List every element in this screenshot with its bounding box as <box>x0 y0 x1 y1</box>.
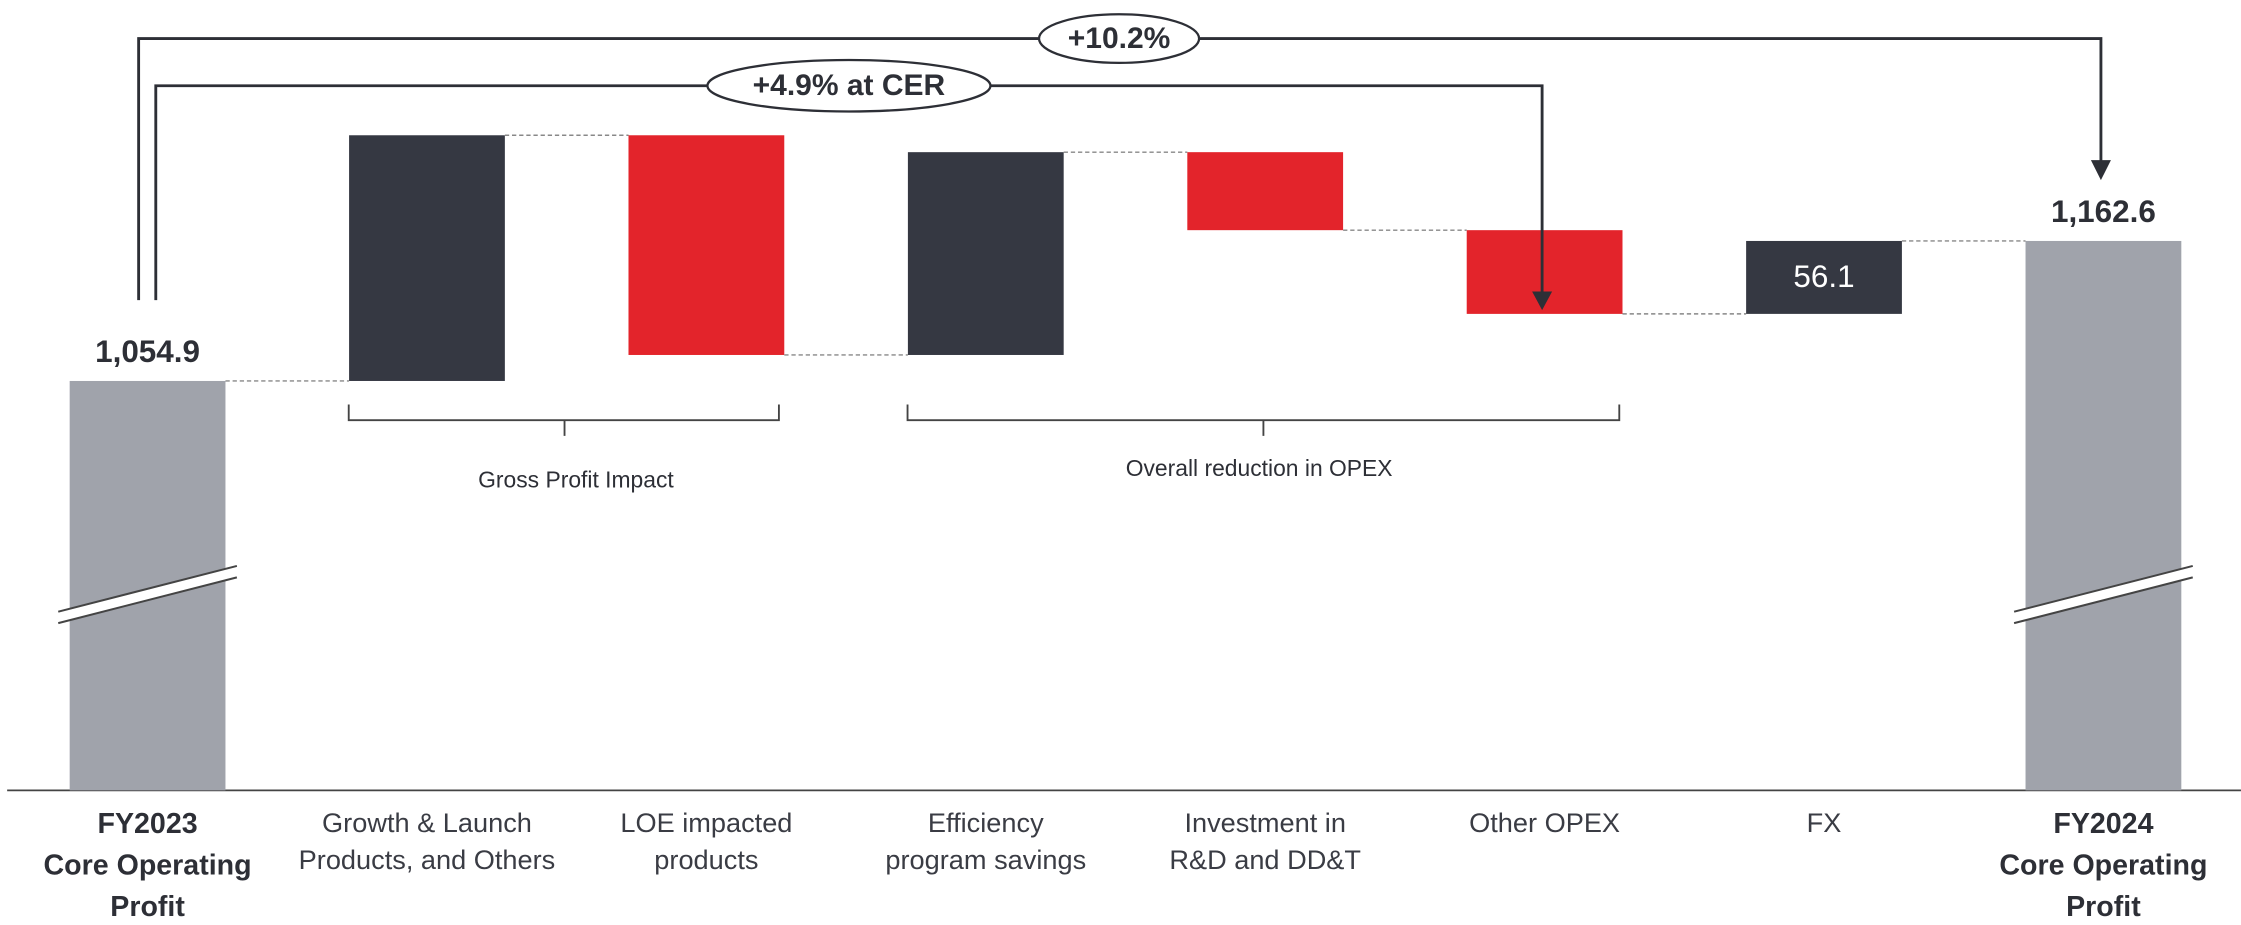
bracket-label: Overall reduction in OPEX <box>1126 455 1393 481</box>
bar <box>907 152 1064 355</box>
x-tick-label: Efficiency program savings <box>885 808 1087 877</box>
bracket <box>347 404 780 436</box>
value-label: 56.1 <box>1793 259 1854 294</box>
value-label: 1,054.9 <box>95 334 200 369</box>
x-tick-label: FX <box>1806 808 1842 839</box>
axis-break-line <box>57 576 238 625</box>
value-label: 1,162.6 <box>2051 194 2156 229</box>
annotation-bubble <box>1037 13 1201 65</box>
x-tick-label: Growth & Launch Products, and Others <box>298 808 556 877</box>
axis-break-line <box>57 564 238 613</box>
annotation-text: +4.9% at CER <box>753 69 946 102</box>
x-tick-label: FY2023 Core Operating Profit <box>43 808 252 924</box>
axis-break <box>58 565 237 624</box>
annotation-text: +10.2% <box>1068 22 1171 55</box>
x-tick-label: LOE impacted products <box>620 808 793 877</box>
x-tick-label: Other OPEX <box>1469 808 1621 839</box>
annotation-bubble <box>706 58 992 113</box>
bar <box>628 135 785 355</box>
bracket <box>906 404 1621 436</box>
x-tick-label: Investment in R&D and DD&T <box>1169 808 1362 877</box>
total-bar <box>2025 240 2182 791</box>
bracket-label: Gross Profit Impact <box>478 467 674 493</box>
bar <box>1187 152 1344 231</box>
arrowhead <box>2090 160 2111 181</box>
annotation-arrow <box>154 84 1544 301</box>
arrowhead <box>1532 291 1553 311</box>
bar <box>1746 240 1902 314</box>
x-tick-label: FY2024 Core Operating Profit <box>1999 808 2208 924</box>
axis-break-line <box>2013 564 2193 613</box>
bar <box>349 135 505 381</box>
axis-break <box>2014 565 2193 624</box>
axis-break-line <box>2013 576 2193 625</box>
